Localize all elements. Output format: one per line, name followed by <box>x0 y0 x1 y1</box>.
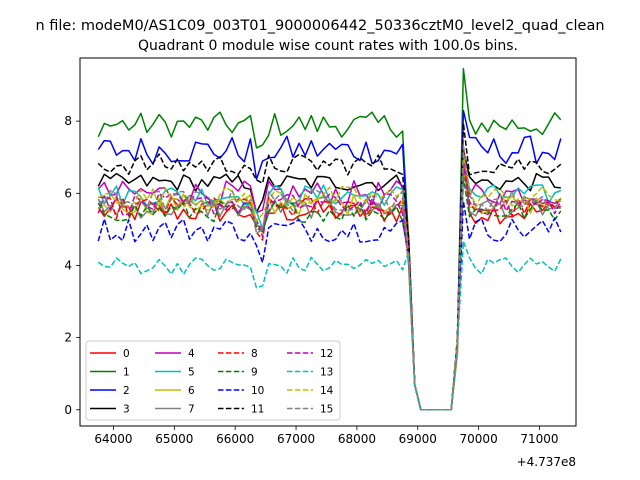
legend-label-1: 1 <box>123 367 130 379</box>
y-axis-ticks: 0 2 4 6 8 <box>64 114 80 417</box>
series-line-14 <box>97 153 561 411</box>
legend-label-10: 10 <box>251 385 264 397</box>
x-tick-label: 68000 <box>338 432 376 446</box>
chart-title: Quadrant 0 module wise count rates with … <box>138 38 518 54</box>
x-tick-label: 66000 <box>216 432 254 446</box>
x-tick-label: 65000 <box>155 432 193 446</box>
plot-frame <box>79 57 577 427</box>
legend-label-0: 0 <box>123 348 130 360</box>
series-line-9 <box>97 176 562 411</box>
series-line-6 <box>97 171 562 411</box>
y-tick-label: 8 <box>64 114 72 128</box>
series-line-3 <box>97 148 561 411</box>
legend-label-13: 13 <box>320 367 333 379</box>
plot-lines <box>97 68 562 411</box>
legend-label-3: 3 <box>123 404 130 416</box>
legend-label-15: 15 <box>320 404 333 416</box>
y-tick-label: 0 <box>64 403 72 417</box>
y-tick-label: 2 <box>64 331 72 345</box>
x-tick-label: 69000 <box>399 432 437 446</box>
series-line-11 <box>97 122 562 411</box>
legend-label-9: 9 <box>251 367 258 379</box>
x-tick-label: 70000 <box>460 432 498 446</box>
legend-label-4: 4 <box>188 348 195 360</box>
series-line-10 <box>97 200 562 411</box>
legend-label-6: 6 <box>188 385 195 397</box>
y-tick-label: 4 <box>64 258 72 272</box>
y-tick-label: 6 <box>64 186 72 200</box>
series-line-13 <box>97 240 562 411</box>
series-line-15 <box>98 143 562 411</box>
legend-label-14: 14 <box>320 385 334 397</box>
x-tick-label: 71000 <box>520 432 558 446</box>
legend-label-11: 11 <box>251 404 264 416</box>
x-axis-ticks: 64000 65000 66000 67000 68000 69000 70000 71000 <box>94 426 559 446</box>
series-line-8 <box>98 149 562 411</box>
legend-box <box>85 340 341 421</box>
x-tick-label: 64000 <box>94 432 132 446</box>
x-axis-offset-label: +4.737e8 <box>517 455 576 469</box>
series-line-1 <box>97 68 562 411</box>
legend-label-8: 8 <box>251 348 258 360</box>
chart-suptitle: n file: modeM0/AS1C09_003T01_9000006442_… <box>35 18 604 34</box>
x-tick-label: 67000 <box>277 432 315 446</box>
legend-label-5: 5 <box>188 367 195 379</box>
legend-label-2: 2 <box>123 385 130 397</box>
legend-label-7: 7 <box>188 404 195 416</box>
legend-label-12: 12 <box>320 348 333 360</box>
